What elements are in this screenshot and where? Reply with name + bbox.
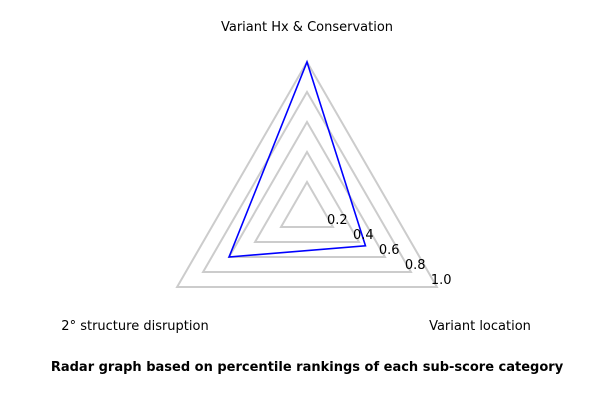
tick-label: 0.2 [327, 213, 348, 228]
radar-grid [175, 59, 439, 288]
chart-caption: Radar graph based on percentile rankings… [51, 360, 564, 375]
grid-ring-0.6 [227, 119, 387, 258]
grid-ring-1.0 [175, 59, 439, 288]
radar-tick-labels: 0.2 0.4 0.6 0.8 1.0 [327, 213, 452, 288]
axis-label-top: Variant Hx & Conservation [221, 20, 393, 35]
radar-series-layer [227, 59, 367, 258]
tick-label: 0.6 [379, 243, 400, 258]
tick-label: 1.0 [431, 273, 452, 288]
grid-ring-0.4 [253, 149, 361, 243]
axis-label-right: Variant location [429, 319, 531, 334]
grid-ring-0.2 [279, 179, 335, 228]
axis-label-left: 2° structure disruption [61, 319, 208, 334]
tick-label: 0.8 [405, 258, 426, 273]
series-line-0 [227, 59, 367, 258]
grid-ring-0.8 [201, 89, 413, 273]
tick-label: 0.4 [353, 228, 374, 243]
